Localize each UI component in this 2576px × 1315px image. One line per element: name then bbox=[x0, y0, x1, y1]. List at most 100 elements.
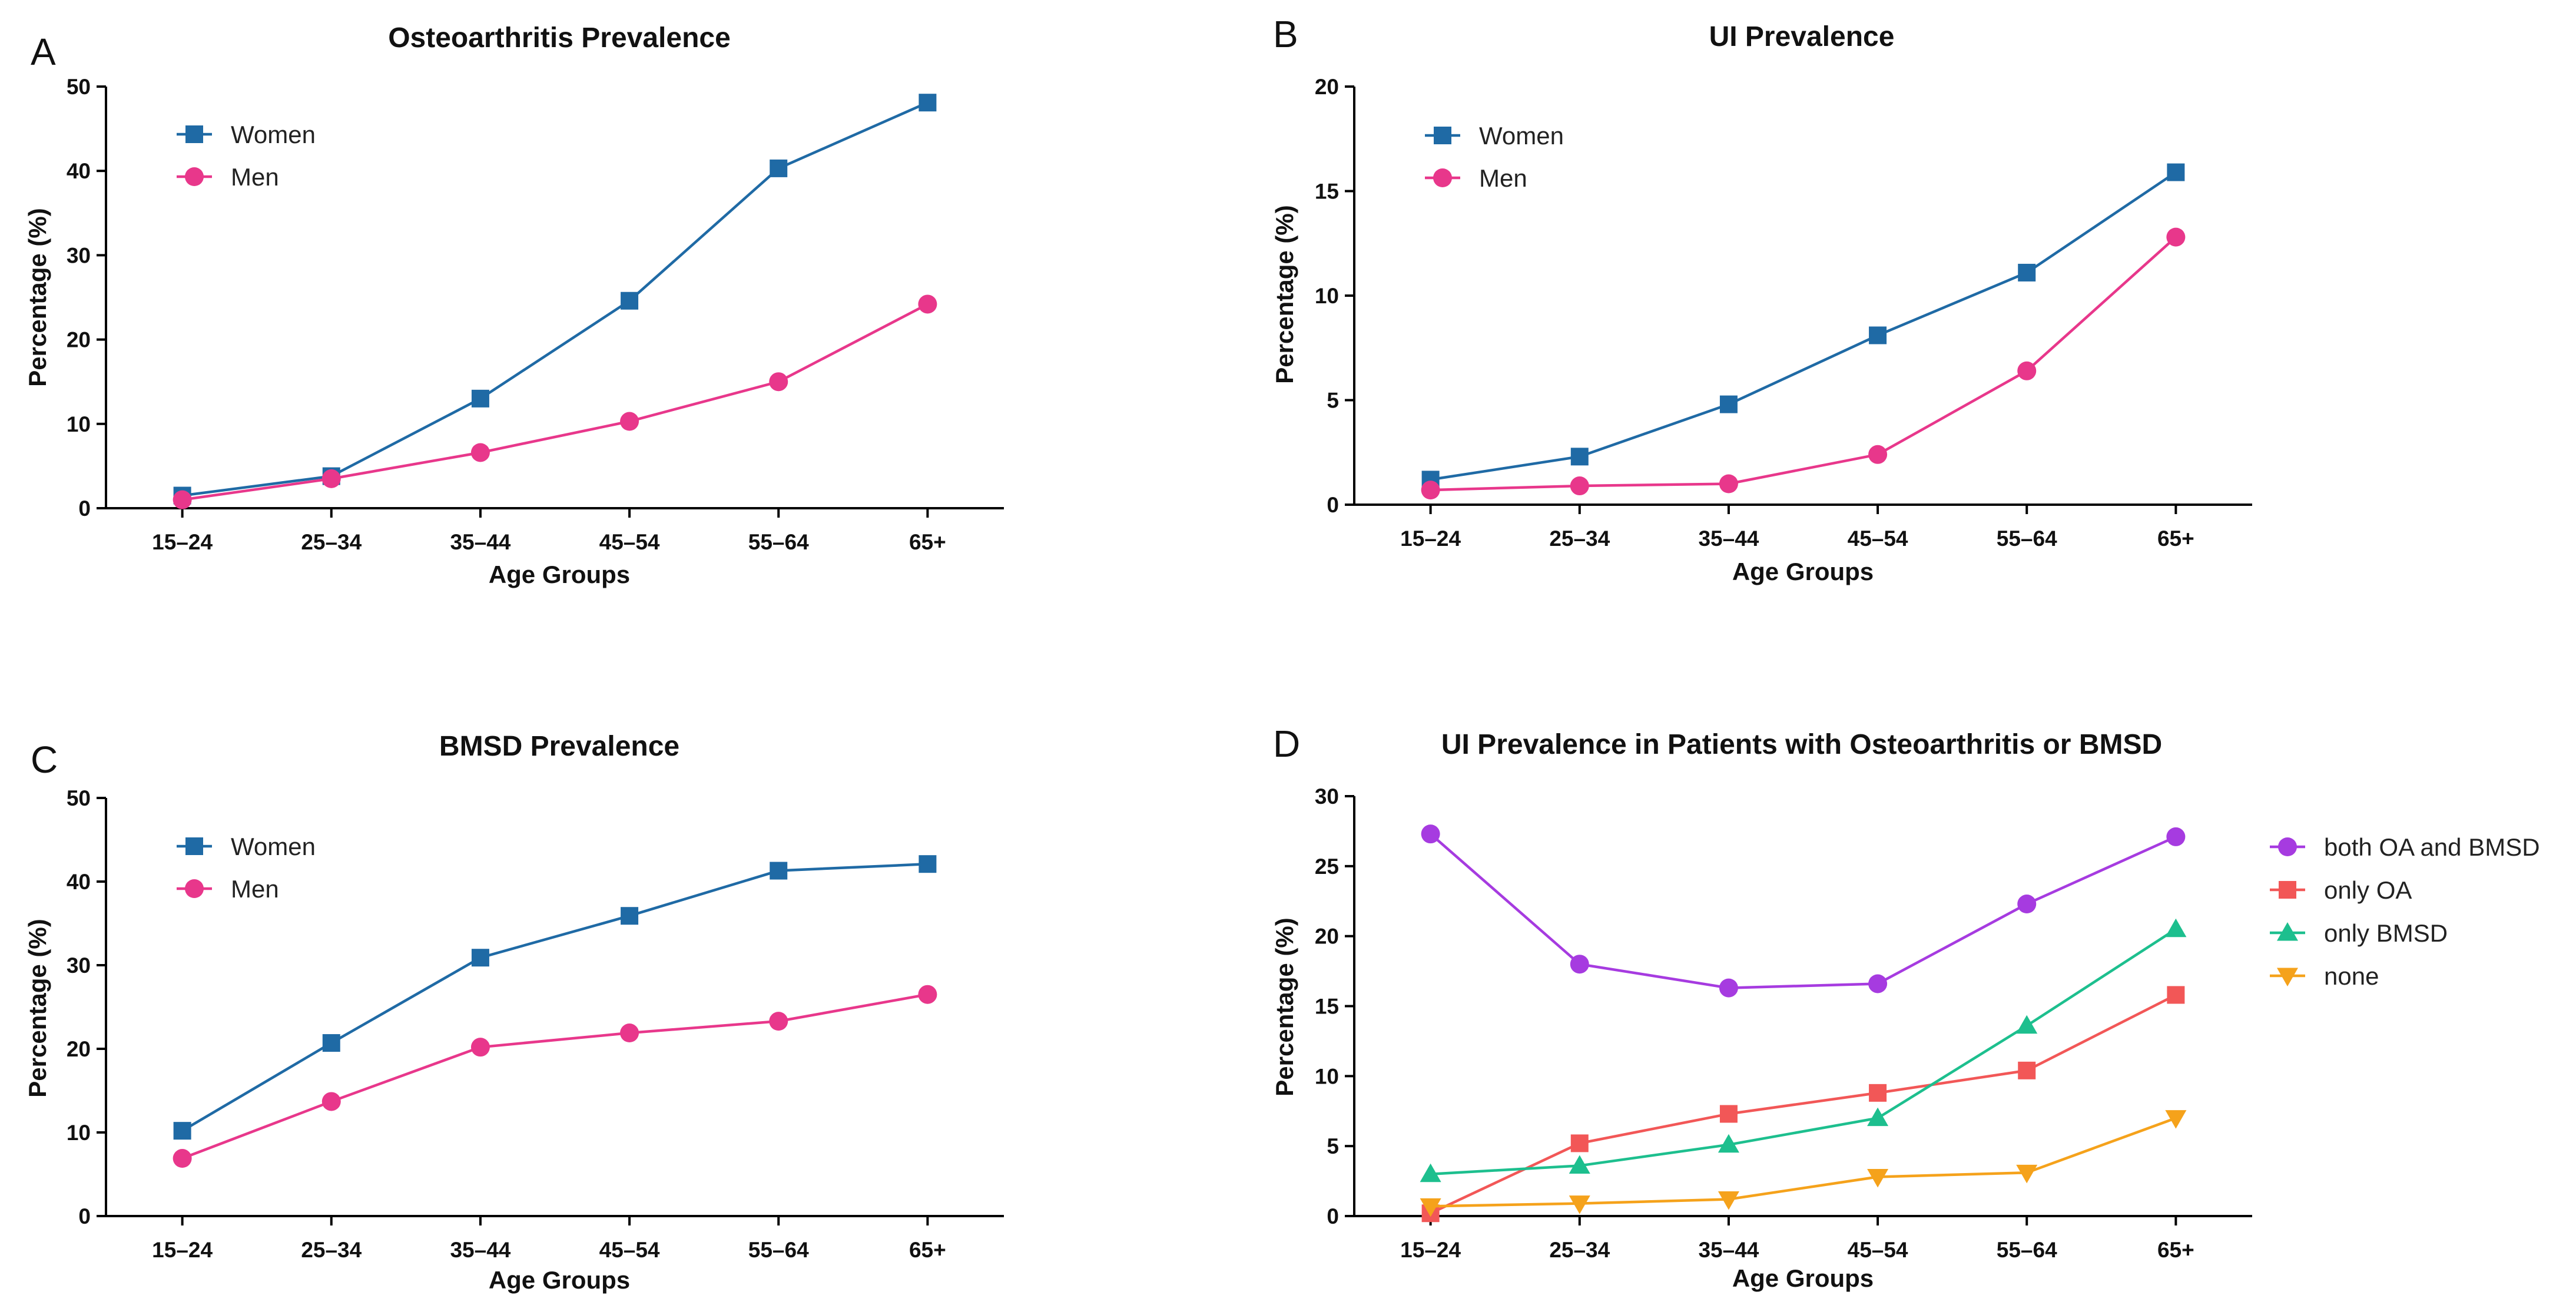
panel-d-series-none-point bbox=[1569, 1195, 1590, 1214]
panel-a-title: Osteoarthritis Prevalence bbox=[388, 22, 731, 54]
panel-a-y-axis-label: Percentage (%) bbox=[24, 208, 51, 386]
panel-c-series-men-point bbox=[321, 1092, 341, 1111]
panel-c-series-women-point bbox=[919, 855, 937, 873]
panel-c-series-women-point bbox=[621, 907, 639, 925]
panel-b-x-tick-label: 55–64 bbox=[1997, 526, 2057, 551]
panel-a-y-tick-label: 30 bbox=[67, 243, 91, 267]
panel-a-x-tick-label: 65+ bbox=[909, 530, 946, 554]
panel-c: C BMSD Prevalence 0 10 20 30 40 50 15–24 25–34 35–… bbox=[24, 731, 1004, 1294]
panel-d-legend-both-oa-and-bmsd-label: both OA and BMSD bbox=[2324, 833, 2540, 861]
panel-c-legend-women-marker bbox=[185, 837, 203, 855]
panel-d-series-both-oa-and-bmsd-point bbox=[1868, 974, 1888, 993]
panel-a-series-men-point bbox=[470, 443, 490, 462]
panel-c-y-tick-label: 50 bbox=[67, 786, 91, 810]
panel-b-y-tick-label: 15 bbox=[1315, 180, 1339, 204]
panel-a-y-tick-label: 10 bbox=[67, 412, 91, 436]
panel-d-series-both-oa-and-bmsd-point bbox=[1421, 824, 1440, 844]
panel-d-x-tick-label: 35–44 bbox=[1698, 1238, 1759, 1262]
panel-a-series-women-point bbox=[621, 292, 639, 310]
panel-d-series-only-oa-line bbox=[1430, 993, 2177, 1215]
panel-d-legend-only-oa-label: only OA bbox=[2324, 876, 2412, 904]
panel-d-title: UI Prevalence in Patients with Osteoarth… bbox=[1441, 729, 2162, 760]
panel-d-y-tick-label: 10 bbox=[1315, 1064, 1339, 1088]
panel-d-y-tick-label: 15 bbox=[1315, 995, 1339, 1019]
panel-d-series-only-bmsd-point bbox=[1569, 1155, 1590, 1174]
panel-a-y-tick-label: 50 bbox=[67, 75, 91, 99]
panel-c-y-axis-label: Percentage (%) bbox=[24, 919, 51, 1097]
panel-d-series-both-oa-and-bmsd-point bbox=[1570, 955, 1589, 974]
panel-a-y-tick-label: 40 bbox=[67, 159, 91, 183]
panel-d-series-only-oa-point bbox=[1869, 1084, 1887, 1102]
panel-c-series-women-point bbox=[322, 1034, 340, 1052]
panel-a-series-women-point bbox=[770, 159, 788, 177]
panel-b-y-tick-label: 5 bbox=[1327, 389, 1339, 413]
panel-b: B UI Prevalence 0 5 10 15 20 15–24 25–34 35–44 45–… bbox=[1271, 13, 2252, 585]
panel-d-y-tick-label: 0 bbox=[1327, 1204, 1339, 1228]
panel-d-series-only-bmsd-point bbox=[1420, 1163, 1441, 1182]
panel-b-series-men-point bbox=[1868, 445, 1888, 464]
panel-a-series-men-point bbox=[173, 490, 192, 509]
panel-a-x-tick-label: 35–44 bbox=[450, 530, 510, 554]
panel-b-series-men-point bbox=[1570, 476, 1589, 496]
panel-b-legend-women-marker bbox=[1434, 127, 1451, 144]
panel-b-letter: B bbox=[1273, 13, 1298, 55]
panel-b-title: UI Prevalence bbox=[1709, 21, 1895, 52]
panel-b-legend-men-label: Men bbox=[1479, 164, 1527, 192]
panel-c-series-women-point bbox=[471, 949, 489, 967]
panel-a-x-tick-label: 45–54 bbox=[599, 530, 660, 554]
panel-a-letter: A bbox=[31, 31, 56, 73]
panel-c-x-tick-label: 45–54 bbox=[599, 1238, 660, 1262]
panel-b-x-tick-label: 65+ bbox=[2157, 526, 2194, 551]
panel-d-legend-only-bmsd-label: only BMSD bbox=[2324, 919, 2448, 947]
panel-d-series-both-oa-and-bmsd-point bbox=[2017, 895, 2037, 914]
panel-d-x-tick-label: 55–64 bbox=[1997, 1238, 2057, 1262]
panel-c-y-tick-label: 0 bbox=[78, 1204, 91, 1228]
panel-c-letter: C bbox=[31, 738, 58, 781]
panel-d-x-axis-label: Age Groups bbox=[1732, 1264, 1874, 1292]
panel-d-series-none-line bbox=[1430, 1117, 2177, 1208]
panel-c-series-women-point bbox=[173, 1122, 191, 1140]
panel-b-y-tick-label: 10 bbox=[1315, 284, 1339, 308]
panel-d-series-both-oa-and-bmsd-point bbox=[2166, 827, 2186, 846]
panel-b-y-tick-label: 0 bbox=[1327, 493, 1339, 517]
panel-c-legend-men-label: Men bbox=[231, 875, 279, 903]
panel-c-x-tick-label: 15–24 bbox=[152, 1238, 213, 1262]
panel-b-series-women-point bbox=[1869, 326, 1887, 345]
panel-d-series-only-oa-point bbox=[2167, 986, 2185, 1004]
panel-c-series-men-point bbox=[918, 985, 937, 1004]
panel-c-x-tick-label: 25–34 bbox=[301, 1238, 362, 1262]
panel-c-x-tick-label: 35–44 bbox=[450, 1238, 510, 1262]
panel-c-y-tick-label: 40 bbox=[67, 870, 91, 894]
panel-a-x-tick-label: 55–64 bbox=[748, 530, 809, 554]
panel-a-x-tick-label: 25–34 bbox=[301, 530, 362, 554]
panel-d-y-axis-label: Percentage (%) bbox=[1271, 917, 1298, 1096]
panel-b-series-women-point bbox=[1719, 395, 1738, 413]
panel-d-x-tick-label: 65+ bbox=[2157, 1238, 2194, 1262]
panel-d-series-only-bmsd-point bbox=[1718, 1134, 1739, 1153]
panel-d: D UI Prevalence in Patients with Osteoart… bbox=[1271, 723, 2540, 1292]
panel-b-legend-women-label: Women bbox=[1479, 122, 1564, 150]
panel-d-legend-only-oa-marker bbox=[2279, 881, 2296, 899]
panel-a-x-axis-label: Age Groups bbox=[489, 561, 630, 588]
panel-a-y-tick-label: 20 bbox=[67, 328, 91, 352]
panel-d-y-tick-label: 30 bbox=[1315, 784, 1339, 809]
panel-d-series-both-oa-and-bmsd-line bbox=[1430, 833, 2177, 989]
panel-a-series-men-point bbox=[620, 412, 639, 431]
panel-c-series-men-point bbox=[769, 1012, 788, 1031]
panel-d-legend-none-label: none bbox=[2324, 962, 2379, 990]
panel-a: A Osteoarthritis Prevalence 0 10 20 30 40 50 15–… bbox=[24, 22, 1004, 588]
panel-d-series-only-bmsd-line bbox=[1430, 928, 2177, 1175]
panel-b-series-women-line bbox=[1430, 171, 2177, 481]
panel-b-y-axis-label: Percentage (%) bbox=[1271, 205, 1298, 383]
panel-d-x-tick-label: 15–24 bbox=[1400, 1238, 1461, 1262]
panel-c-y-tick-label: 10 bbox=[67, 1121, 91, 1145]
panel-d-series-none-point bbox=[2165, 1110, 2187, 1129]
panel-a-series-men-point bbox=[769, 372, 788, 392]
panel-b-x-tick-label: 25–34 bbox=[1549, 526, 1610, 551]
panel-a-series-men-point bbox=[321, 469, 341, 488]
panel-b-y-tick-label: 20 bbox=[1315, 75, 1339, 99]
panel-d-x-tick-label: 45–54 bbox=[1848, 1238, 1908, 1262]
panel-b-x-axis-label: Age Groups bbox=[1732, 558, 1874, 585]
panel-d-series-only-oa-point bbox=[1719, 1105, 1738, 1123]
